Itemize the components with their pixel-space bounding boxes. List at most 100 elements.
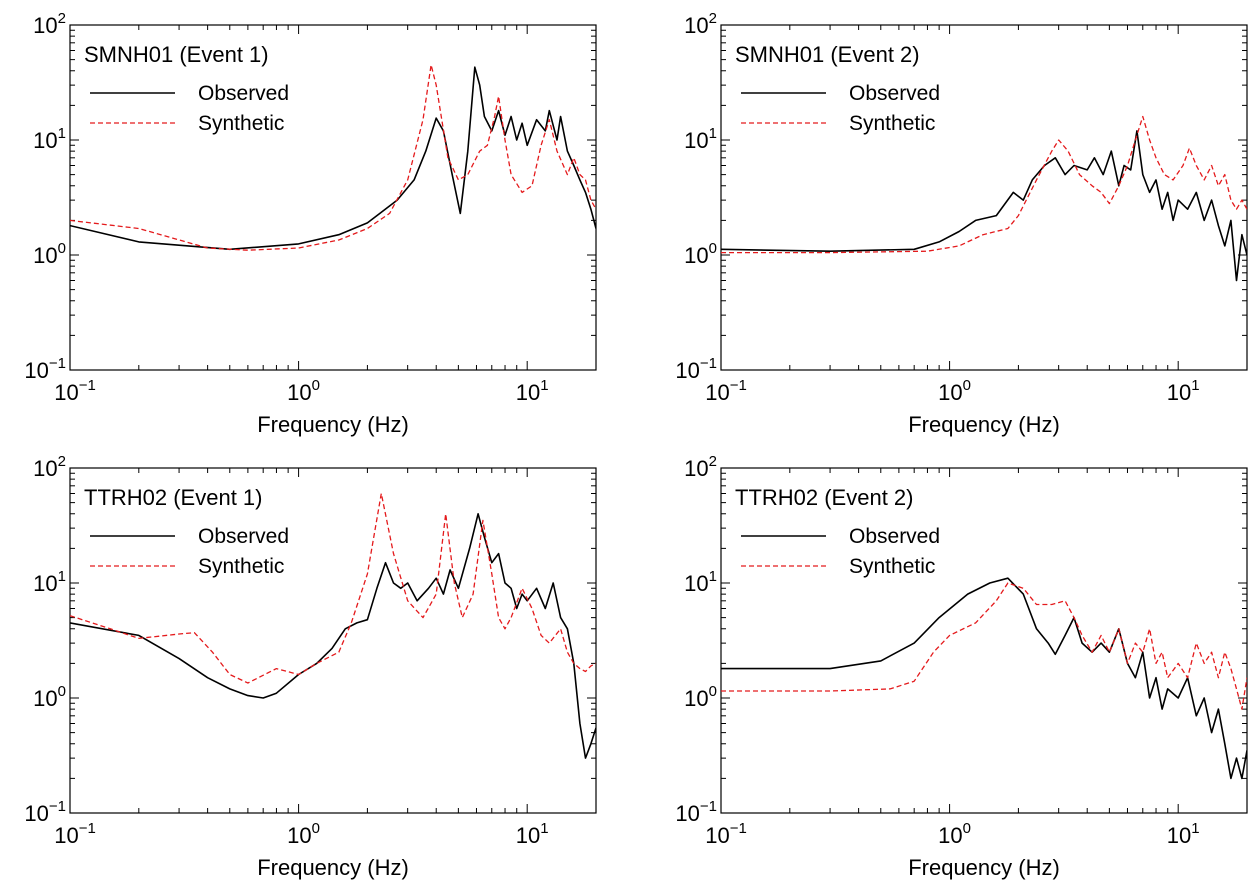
panel-title: SMNH01 (Event 1) [84,42,269,67]
y-tick-label-base: 10 [684,686,708,711]
y-tick-label-base: 10 [33,128,57,153]
y-tick-label: 10−1 [675,798,717,826]
y-tick-label-exponent: −1 [700,798,717,815]
x-tick-label: 10−1 [705,820,747,848]
y-tick-label-exponent: 1 [709,125,717,142]
x-tick-label-base: 10 [287,823,311,848]
y-tick-label-base: 10 [33,243,57,268]
x-tick-label: 100 [287,820,320,848]
x-tick-label-base: 10 [1167,380,1191,405]
y-tick-label: 102 [33,10,66,38]
x-tick-label-base: 10 [516,823,540,848]
y-tick-label: 100 [33,683,66,711]
y-tick-label-base: 10 [24,358,48,383]
x-tick-label-base: 10 [54,380,78,405]
x-tick-label-exponent: 1 [1191,377,1199,394]
y-tick-label-base: 10 [33,13,57,38]
y-tick-label-exponent: 1 [58,125,66,142]
y-tick-label: 101 [33,568,66,596]
legend-label-observed: Observed [849,82,940,105]
x-tick-label-base: 10 [1167,823,1191,848]
x-tick-label-base: 10 [938,380,962,405]
x-tick-label-exponent: 0 [963,377,971,394]
y-tick-label-exponent: 1 [709,568,717,585]
x-axis-title: Frequency (Hz) [257,855,409,880]
plot-frame [69,467,597,814]
y-tick-label-exponent: 0 [709,240,717,257]
x-tick-label-base: 10 [938,823,962,848]
y-tick-label: 101 [33,125,66,153]
plot-frame [69,24,597,371]
y-tick-label-exponent: 2 [709,453,717,470]
x-tick-label-exponent: 0 [963,820,971,837]
x-tick-label: 10−1 [705,377,747,405]
y-tick-label-base: 10 [684,571,708,596]
y-tick-label-base: 10 [684,13,708,38]
x-tick-label-exponent: −1 [79,377,96,394]
legend-label-observed: Observed [198,82,289,105]
x-tick-label-base: 10 [516,380,540,405]
y-tick-label-base: 10 [33,456,57,481]
y-tick-label: 10−1 [24,355,66,383]
y-tick-label-exponent: 0 [58,240,66,257]
panel-title: SMNH01 (Event 2) [735,42,920,67]
x-tick-label-base: 10 [705,380,729,405]
y-tick-label-base: 10 [675,358,699,383]
y-tick-label: 100 [684,683,717,711]
legend-label-synthetic: Synthetic [849,555,935,578]
plot-frame [720,24,1248,371]
y-tick-label: 100 [684,240,717,268]
y-tick-label-base: 10 [684,456,708,481]
x-tick-label: 101 [1167,820,1200,848]
x-axis-title: Frequency (Hz) [257,412,409,437]
series-line-synthetic [70,492,596,684]
y-tick-label: 102 [684,453,717,481]
x-tick-label-exponent: −1 [79,820,96,837]
series-line-observed [721,130,1247,282]
x-tick-label: 101 [1167,377,1200,405]
y-tick-label: 10−1 [24,798,66,826]
y-tick-label: 101 [684,568,717,596]
legend-label-observed: Observed [198,525,289,548]
x-tick-label: 100 [287,377,320,405]
series-line-synthetic [70,64,596,251]
y-tick-label-base: 10 [684,128,708,153]
y-tick-label: 102 [33,453,66,481]
y-tick-label-exponent: −1 [700,355,717,372]
x-tick-label-exponent: 0 [312,820,320,837]
series-line-synthetic [721,582,1247,710]
y-tick-label-base: 10 [684,243,708,268]
y-tick-label-base: 10 [33,571,57,596]
y-tick-label-base: 10 [33,686,57,711]
x-tick-label: 100 [938,377,971,405]
x-tick-label-base: 10 [705,823,729,848]
legend-label-synthetic: Synthetic [198,555,284,578]
y-tick-label-base: 10 [24,801,48,826]
y-tick-label-exponent: 0 [58,683,66,700]
y-tick-label-exponent: 0 [709,683,717,700]
series-line-synthetic [721,115,1247,254]
legend-label-synthetic: Synthetic [198,112,284,135]
legend-label-synthetic: Synthetic [849,112,935,135]
y-tick-label-base: 10 [675,801,699,826]
x-tick-label-exponent: 1 [1191,820,1199,837]
legend-label-observed: Observed [849,525,940,548]
y-tick-label-exponent: 2 [58,453,66,470]
x-tick-label-base: 10 [54,823,78,848]
series-line-observed [70,513,596,759]
x-tick-label: 10−1 [54,820,96,848]
y-tick-label: 100 [33,240,66,268]
x-tick-label-exponent: 1 [540,377,548,394]
x-tick-label-exponent: 1 [540,820,548,837]
panel-title: TTRH02 (Event 1) [84,485,263,510]
x-tick-label: 100 [938,820,971,848]
panel-title: TTRH02 (Event 2) [735,485,914,510]
y-tick-label-exponent: 1 [58,568,66,585]
x-tick-label: 10−1 [54,377,96,405]
plot-frame [720,467,1248,814]
x-axis-title: Frequency (Hz) [908,412,1060,437]
